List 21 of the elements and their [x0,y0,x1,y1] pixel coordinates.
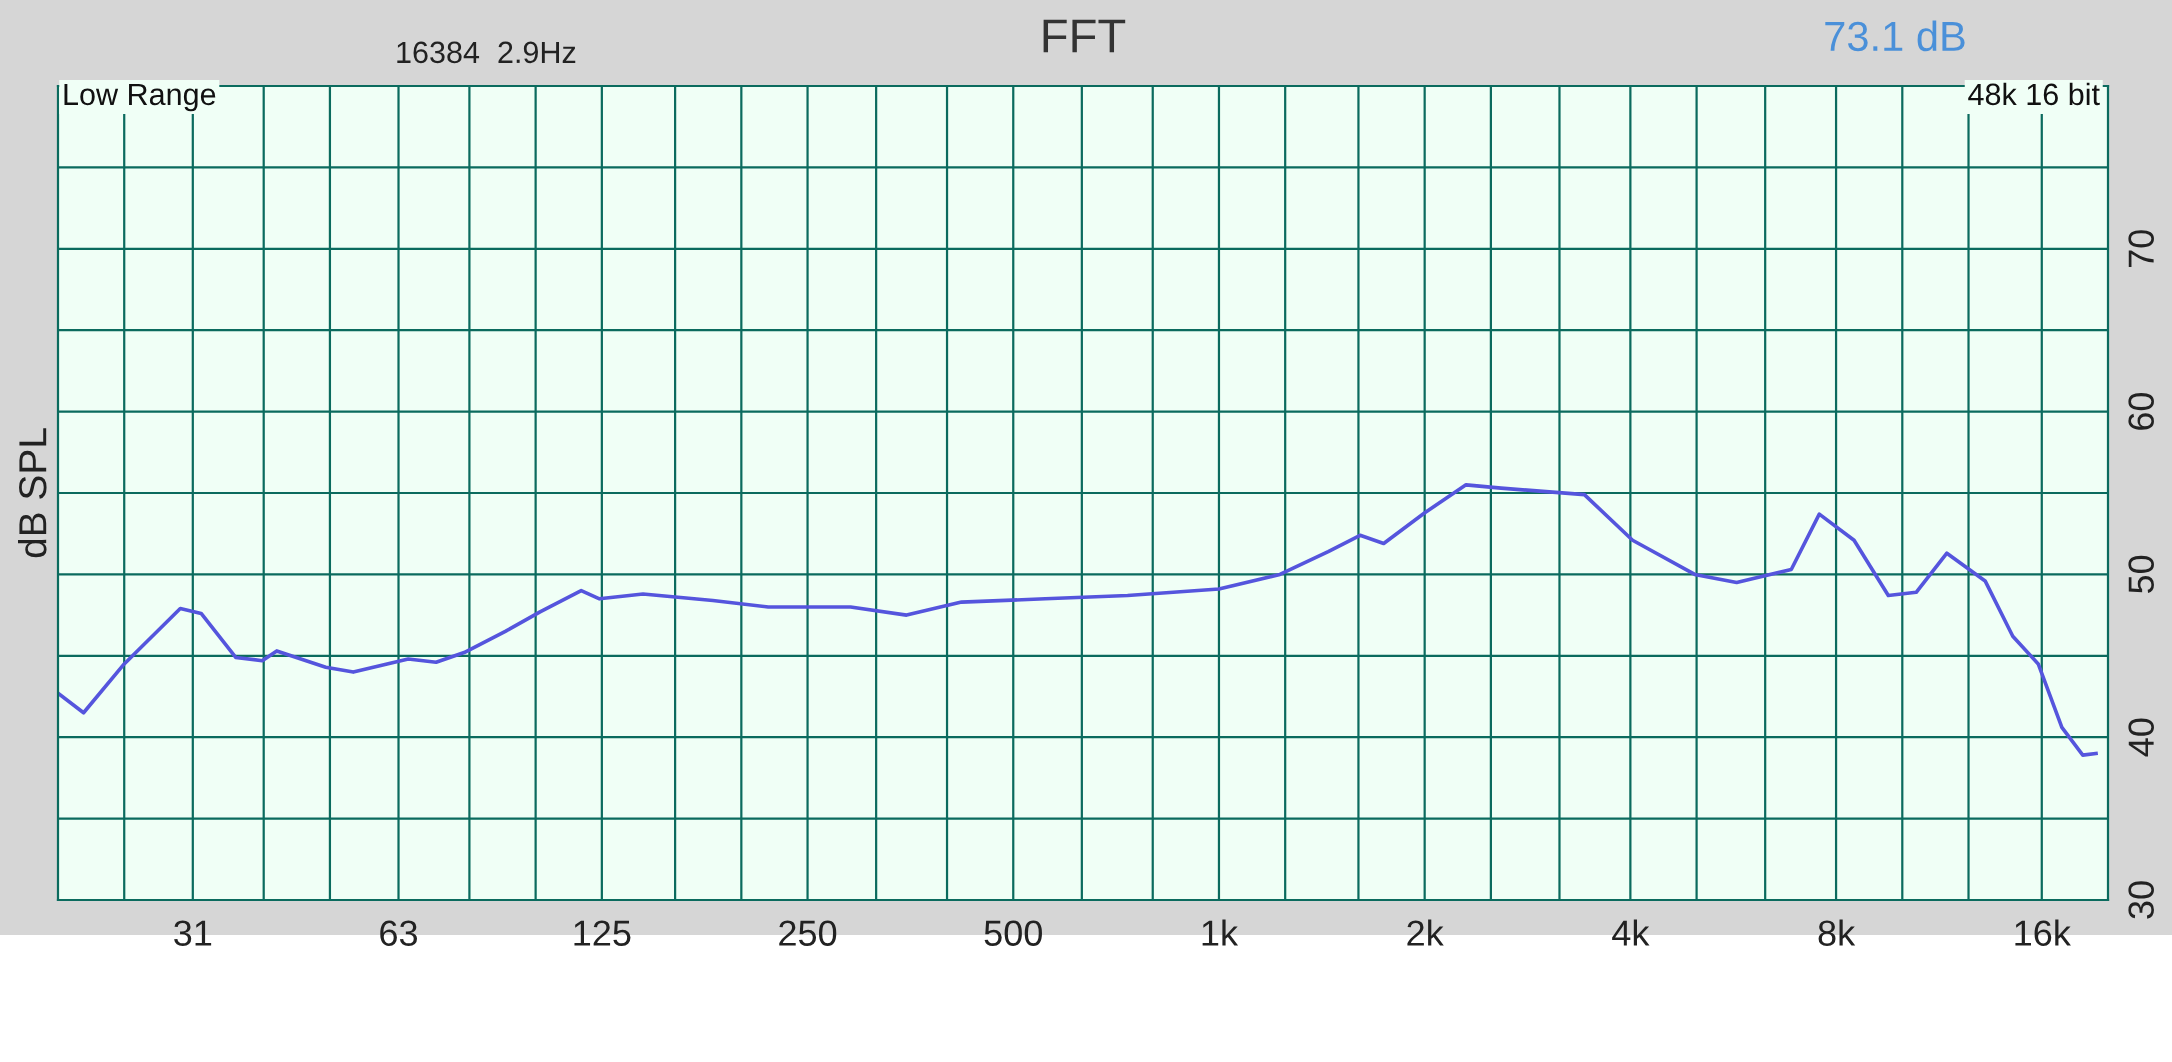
chart-title: FFT [1043,19,1126,53]
annotation: Low Range [64,83,216,112]
y-tick-label: 50 [2128,555,2154,594]
text: 73.1 dB [1825,20,1965,52]
text: 16384 2.9Hz [397,41,576,64]
annotation: 48k 16 bit [1968,82,2100,106]
x-tick-label: 4k [1612,919,1650,946]
x-tick-label: 500 [984,920,1042,946]
x-tick-label: 16k [2015,919,2071,946]
x-tick-label: 2k [1407,919,1444,946]
x-tick-label: 1k [1202,919,1239,946]
x-tick-label: 125 [574,920,631,946]
x-tick-label: 31 [174,920,212,946]
y-tick-label: 70 [2128,230,2154,268]
x-tick-label: 250 [779,920,837,946]
y-tick-label: 30 [2128,881,2154,919]
x-tick-label: 63 [380,920,418,946]
y-axis-title: dB SPL [18,428,47,558]
x-tick-label: 8k [1818,919,1856,946]
y-tick-label: 60 [2128,392,2154,430]
y-tick-label: 40 [2128,718,2154,757]
